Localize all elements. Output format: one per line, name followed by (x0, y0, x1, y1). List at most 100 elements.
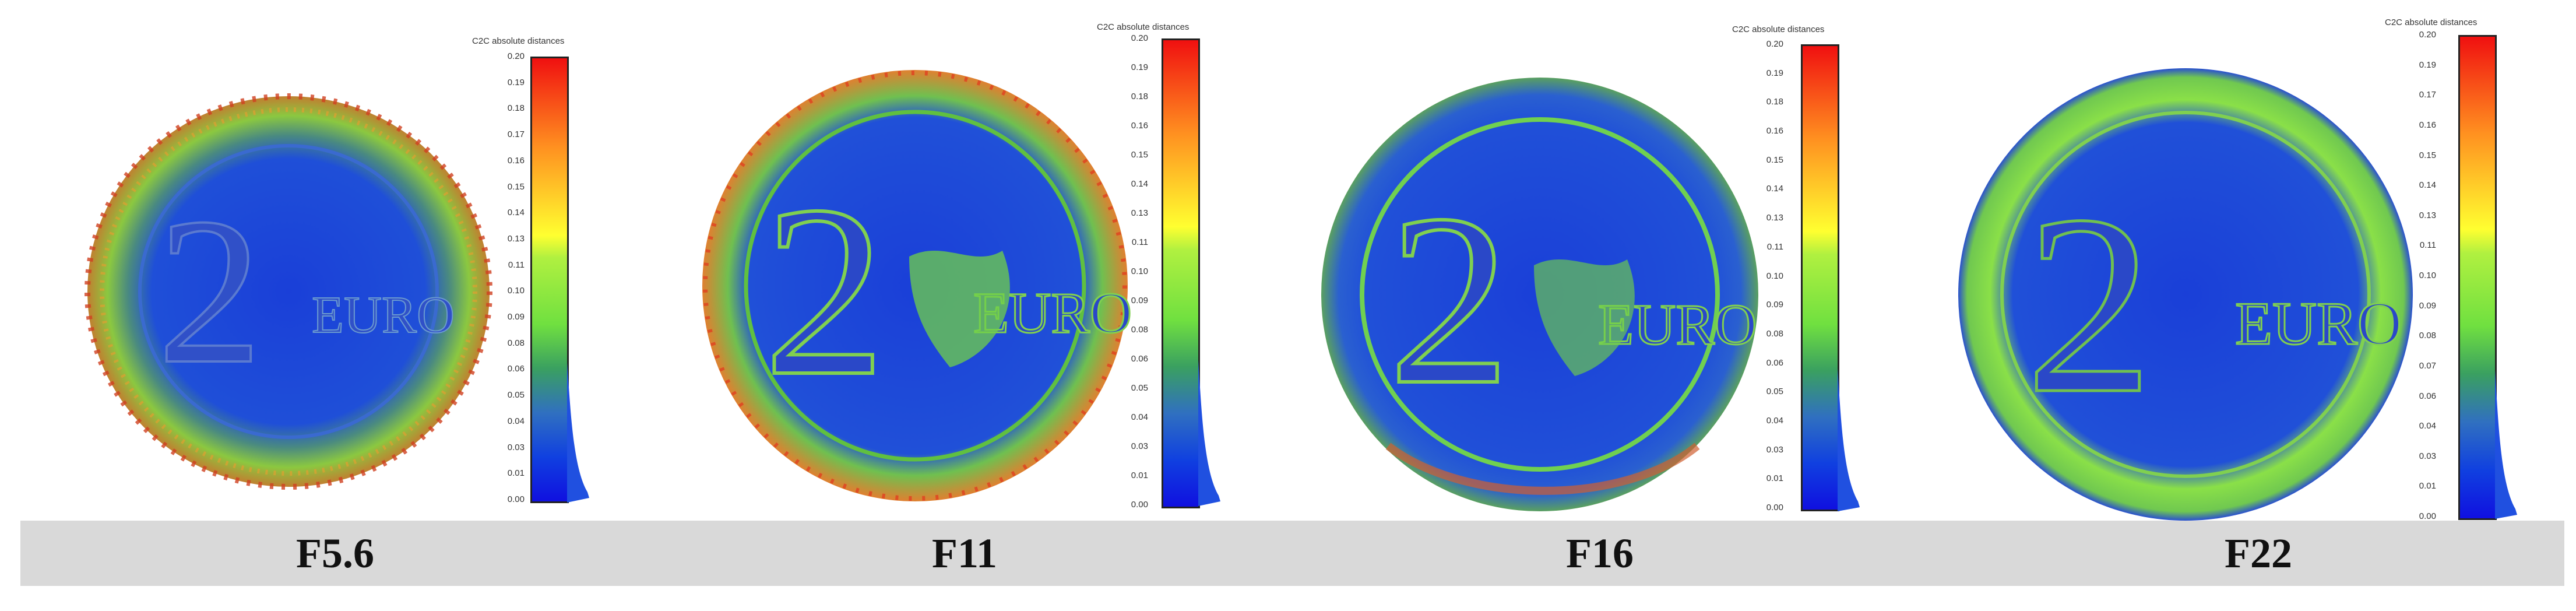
scale-tick-label: 0.18 (1766, 97, 1783, 107)
scale-tick-label: 0.10 (507, 286, 525, 296)
aperture-label-f16: F16 (1566, 530, 1634, 577)
panel-f22: 2 EURO C2C absolute distances 0.20 0.19 0.… (1923, 0, 2576, 525)
scale-tick-label: 0.17 (2419, 90, 2436, 100)
scale-tick-label: 0.11 (2419, 240, 2436, 251)
panel-f16: 2 EURO C2C absolute distances 0.20 0.19 0.… (1282, 0, 1923, 525)
coin-heatmap: 2 EURO (699, 64, 1131, 507)
scale-tick-label: 0.13 (2419, 210, 2436, 220)
coin-numeral: 2 (2025, 163, 2153, 447)
scale-title: C2C absolute distances (2385, 17, 2478, 27)
scale-tick-label: 0.15 (507, 181, 525, 192)
histogram-tail (1838, 368, 1860, 511)
scale-tick-label: 0.16 (2419, 120, 2436, 130)
histogram-tail (2495, 370, 2517, 519)
coin-currency: EURO (312, 286, 455, 344)
scale-tick-label: 0.11 (508, 259, 525, 270)
coin-heatmap: 2 EURO (1318, 73, 1761, 516)
scale-tick-label: 0.08 (1131, 325, 1148, 335)
scale-tick-label: 0.00 (1131, 500, 1148, 510)
scale-tick-label: 0.04 (1766, 415, 1783, 426)
scale-tick-label: 0.00 (2419, 511, 2436, 521)
scale-tick-label: 0.18 (1131, 92, 1148, 101)
scale-tick-label: 0.05 (1766, 387, 1783, 397)
scale-tick-label: 0.13 (507, 233, 525, 244)
scale-tick-label: 0.19 (507, 77, 525, 87)
coin-numeral: 2 (157, 174, 262, 407)
scale-tick-label: 0.06 (2419, 391, 2436, 401)
scale-tick-label: 0.15 (2419, 150, 2436, 160)
scale-tick-label: 0.18 (507, 103, 525, 114)
histogram-tail (1198, 360, 1220, 506)
scale-tick-label: 0.01 (507, 468, 525, 479)
scale-bar (530, 57, 569, 503)
scale-tick-label: 0.14 (1766, 184, 1783, 194)
scale-tick-label: 0.03 (2419, 451, 2436, 461)
scale-tick-label: 0.15 (1131, 150, 1148, 160)
scale-tick-label: 0.08 (1766, 328, 1783, 339)
scale-tick-label: 0.14 (2419, 180, 2436, 191)
scale-tick-label: 0.04 (1131, 412, 1148, 422)
scale-tick-label: 0.04 (2419, 421, 2436, 431)
scale-tick-label: 0.06 (1766, 357, 1783, 368)
scale-tick-label: 0.15 (1766, 154, 1783, 165)
scale-tick-label: 0.09 (1766, 300, 1783, 310)
scale-tick-label: 0.09 (507, 312, 525, 322)
label-band: F5.6 F11 F16 F22 (20, 521, 2564, 586)
scale-tick-label: 0.14 (507, 208, 525, 218)
scale-tick-label: 0.06 (507, 364, 525, 374)
aperture-label-f5-6: F5.6 (296, 530, 374, 577)
scale-tick-label: 0.01 (1131, 470, 1148, 480)
scale-tick-label: 0.05 (507, 390, 525, 401)
scale-tick-label: 0.00 (1766, 503, 1783, 512)
scale-tick-label: 0.06 (1131, 354, 1148, 364)
scale-tick-label: 0.19 (2419, 59, 2436, 70)
aperture-label-f22: F22 (2225, 530, 2292, 577)
panel-f11: 2 EURO C2C absolute distances 0.20 0.19 0.… (641, 0, 1282, 525)
scale-tick-label: 0.08 (507, 338, 525, 348)
scale-title: C2C absolute distances (472, 36, 565, 46)
scale-tick-label: 0.07 (2419, 360, 2436, 371)
scale-tick-label: 0.14 (1131, 179, 1148, 189)
scale-title: C2C absolute distances (1732, 24, 1825, 34)
scale-tick-label: 0.03 (1131, 441, 1148, 451)
scale-bar (1801, 44, 1839, 511)
scale-tick-label: 0.04 (507, 416, 525, 426)
scale-bar (1162, 38, 1200, 508)
scale-bar (2458, 35, 2497, 520)
coin-heatmap: 2 EURO (82, 87, 495, 496)
scale-tick-label: 0.01 (2419, 481, 2436, 491)
scale-tick-label: 0.11 (1766, 241, 1783, 252)
coin-currency: EURO (2235, 289, 2402, 357)
scale-tick-label: 0.19 (1131, 62, 1148, 72)
scale-tick-label: 0.10 (1131, 266, 1148, 276)
scale-tick-label: 0.08 (2419, 331, 2436, 341)
scale-tick-label: 0.03 (1766, 444, 1783, 455)
coin-heatmap: 2 EURO (1955, 64, 2416, 525)
scale-tick-label: 0.16 (507, 155, 525, 166)
scale-tick-label: 0.11 (1131, 237, 1148, 247)
scale-tick-label: 0.09 (2419, 300, 2436, 311)
histogram-tail (567, 363, 589, 503)
scale-tick-label: 0.20 (1131, 33, 1148, 43)
scale-tick-label: 0.19 (1766, 68, 1783, 78)
scale-tick-label: 0.16 (1131, 121, 1148, 131)
scale-tick-label: 0.13 (1766, 213, 1783, 223)
scale-tick-label: 0.20 (507, 51, 525, 61)
scale-tick-label: 0.05 (1131, 383, 1148, 393)
scale-tick-label: 0.01 (1766, 473, 1783, 484)
aperture-label-f11: F11 (931, 530, 997, 577)
scale-tick-label: 0.13 (1131, 208, 1148, 218)
panel-f5-6: 2 EURO C2C absolute distances 0.20 0.19 0.… (0, 0, 641, 525)
scale-tick-label: 0.20 (2419, 30, 2436, 40)
scale-tick-label: 0.10 (1766, 271, 1783, 281)
coin-numeral: 2 (763, 155, 886, 426)
scale-tick-label: 0.20 (1766, 39, 1783, 49)
scale-title: C2C absolute distances (1097, 22, 1190, 32)
scale-tick-label: 0.00 (507, 494, 525, 504)
scale-tick-label: 0.10 (2419, 271, 2436, 280)
scale-tick-label: 0.16 (1766, 126, 1783, 136)
scale-tick-label: 0.17 (507, 129, 525, 140)
coin-numeral: 2 (1388, 164, 1511, 435)
scale-tick-label: 0.03 (507, 442, 525, 452)
scale-tick-label: 0.09 (1131, 296, 1148, 306)
